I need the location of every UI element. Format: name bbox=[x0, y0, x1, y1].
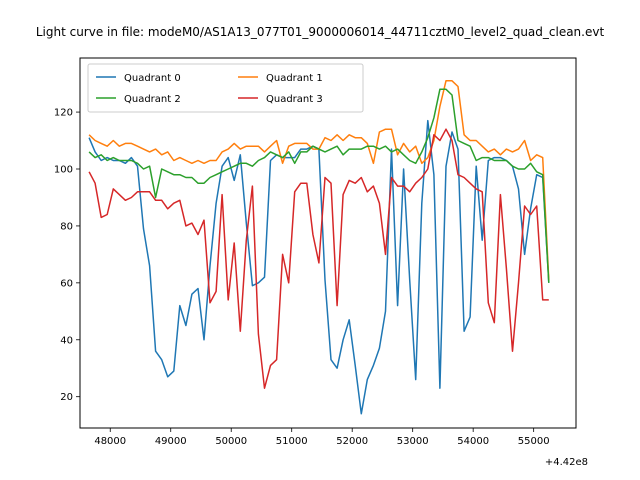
x-tick-label: 50000 bbox=[215, 436, 247, 447]
x-tick-label: 55000 bbox=[518, 436, 550, 447]
plot-frame bbox=[79, 57, 577, 429]
legend: Quadrant 0 Quadrant 1 Quadrant 2 Quadrant 3 bbox=[87, 63, 364, 113]
x-tick-label: 54000 bbox=[457, 436, 489, 447]
x-offset-label: +4.42e8 bbox=[545, 457, 588, 468]
x-axis: 48000 49000 50000 51000 52000 53000 54000 55000 bbox=[94, 428, 550, 447]
legend-label: Quadrant 3 bbox=[266, 94, 323, 105]
legend-box bbox=[87, 63, 364, 113]
x-tick-label: 51000 bbox=[276, 436, 308, 447]
legend-label: Quadrant 0 bbox=[124, 73, 181, 84]
series-line-3 bbox=[88, 128, 549, 389]
y-tick-label: 100 bbox=[54, 165, 73, 176]
x-tick-label: 53000 bbox=[397, 436, 429, 447]
y-axis: 20 40 60 80 100 120 bbox=[54, 108, 80, 403]
x-tick-label: 48000 bbox=[94, 436, 126, 447]
legend-label: Quadrant 1 bbox=[266, 73, 323, 84]
plot-lines bbox=[88, 80, 550, 415]
x-tick-label: 49000 bbox=[155, 436, 187, 447]
chart-title: Light curve in file: modeM0/AS1A13_077T0… bbox=[36, 25, 605, 39]
y-tick-label: 20 bbox=[60, 392, 73, 403]
y-tick-label: 120 bbox=[54, 108, 73, 119]
series-line-0 bbox=[88, 119, 550, 415]
x-tick-label: 52000 bbox=[336, 436, 368, 447]
y-tick-label: 60 bbox=[60, 278, 73, 289]
legend-label: Quadrant 2 bbox=[124, 94, 181, 105]
y-tick-label: 40 bbox=[60, 335, 73, 346]
y-tick-label: 80 bbox=[60, 221, 73, 232]
series-line-2 bbox=[88, 88, 550, 283]
